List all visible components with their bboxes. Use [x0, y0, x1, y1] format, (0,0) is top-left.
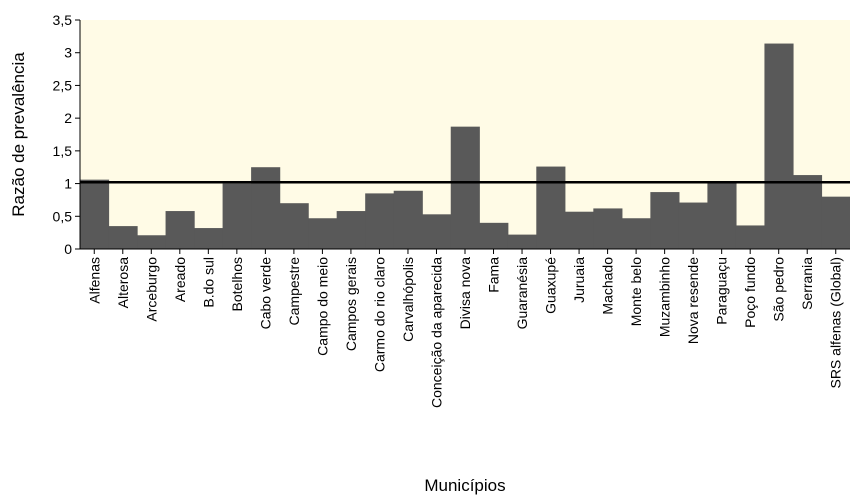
bar-4	[194, 228, 224, 249]
bar-9	[336, 211, 366, 249]
x-tick-label-19: Monte belo	[628, 257, 644, 326]
bar-17	[564, 211, 594, 249]
x-tick-label-16: Guaxupé	[543, 257, 559, 314]
x-tick-label-6: Cabo verde	[257, 257, 273, 330]
bar-11	[393, 190, 423, 249]
x-tick-label-10: Carmo do rio claro	[371, 257, 387, 372]
x-tick-label-21: Nova resende	[685, 257, 701, 344]
bars-group	[80, 43, 850, 249]
x-tick-label-5: Botelhos	[229, 257, 245, 311]
x-tick-label-0: Alfenas	[86, 257, 102, 304]
x-tick-label-13: Divisa nova	[457, 257, 473, 330]
bar-2	[137, 235, 167, 249]
x-tick-label-12: Conceição da aparecida	[428, 257, 444, 408]
y-axis-title: Razão de prevalência	[9, 52, 28, 217]
y-tick-label-3: 1,5	[53, 143, 73, 159]
bar-16	[536, 166, 566, 249]
y-tick-label-0: 0	[64, 241, 72, 257]
bar-23	[735, 225, 766, 249]
x-tick-label-22: Paraguaçu	[714, 257, 730, 325]
bar-10	[365, 193, 395, 249]
bar-13	[450, 126, 480, 249]
bar-14	[479, 222, 509, 249]
x-tick-label-15: Guaranésia	[514, 257, 530, 330]
x-tick-label-23: Poço fundo	[742, 257, 758, 328]
bar-0	[80, 179, 110, 249]
bar-24	[764, 43, 794, 249]
y-tick-label-6: 3	[64, 45, 72, 61]
bar-15	[507, 234, 537, 249]
x-axis-title: Municípios	[424, 476, 505, 495]
bar-1	[108, 226, 138, 249]
bar-18	[593, 208, 623, 249]
bar-26	[821, 196, 850, 249]
bar-25	[792, 175, 823, 249]
bar-3	[165, 211, 195, 249]
x-tick-label-9: Campos gerais	[343, 257, 359, 351]
x-tick-label-24: São pedro	[771, 257, 787, 322]
y-tick-label-2: 1	[64, 176, 72, 192]
x-tick-label-8: Campo do meio	[314, 257, 330, 356]
x-tick-label-4: B.do sul	[200, 257, 216, 308]
x-tick-label-3: Areado	[172, 257, 188, 302]
bar-21	[678, 202, 709, 249]
x-tick-label-11: Carvalhópolis	[400, 257, 416, 342]
y-tick-label-4: 2	[64, 110, 72, 126]
bar-7	[279, 203, 309, 249]
y-tick-label-1: 0,5	[53, 208, 73, 224]
y-ticks-group: 0 0,5 1 1,5 2 2,5 3 3,5	[53, 12, 80, 257]
x-tick-label-1: Alterosa	[115, 257, 131, 309]
x-ticks-group: Alfenas Alterosa Arceburgo Areado B.do sul Bo…	[86, 249, 844, 408]
bar-22	[707, 181, 737, 249]
x-tick-label-2: Arceburgo	[143, 257, 159, 322]
y-tick-label-5: 2,5	[53, 77, 73, 93]
bar-5	[222, 183, 252, 249]
x-tick-label-18: Machado	[600, 257, 616, 315]
bar-6	[251, 167, 281, 249]
x-tick-label-17: Juruaia	[571, 257, 587, 303]
x-tick-label-26: SRS alfenas (Global)	[828, 257, 844, 389]
x-tick-label-25: Serrania	[799, 257, 815, 310]
bar-8	[308, 218, 338, 249]
bar-20	[650, 192, 680, 249]
bar-19	[621, 218, 651, 249]
x-tick-label-7: Campestre	[286, 257, 302, 326]
bar-12	[422, 214, 452, 249]
x-tick-label-14: Fama	[486, 257, 502, 293]
x-tick-label-20: Muzambinho	[657, 257, 673, 337]
y-tick-label-7: 3,5	[53, 12, 73, 28]
